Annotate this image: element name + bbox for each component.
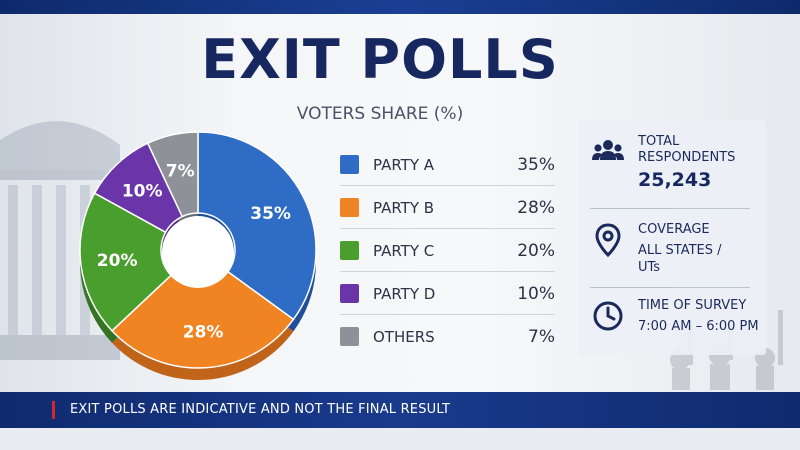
stat-value: 25,243 — [638, 169, 712, 191]
pie-data-label: 28% — [183, 322, 224, 342]
stat-value: UTs — [638, 260, 661, 275]
stat-label: TIME OF SURVEY — [638, 298, 747, 313]
map-pin-icon — [595, 223, 621, 258]
legend-label: PARTY C — [373, 241, 435, 260]
pie-data-label: 10% — [122, 182, 163, 202]
disclaimer-text: EXIT POLLS ARE INDICATIVE AND NOT THE FI… — [70, 402, 451, 417]
legend-swatch — [340, 327, 359, 346]
stat-label: COVERAGE — [638, 222, 710, 237]
top-bar — [0, 0, 800, 14]
legend-label: PARTY B — [373, 198, 435, 217]
divider — [340, 314, 555, 315]
divider — [340, 185, 555, 186]
legend-swatch — [340, 155, 359, 174]
legend-item: OTHERS 7% — [340, 315, 555, 358]
donut-hole — [162, 216, 234, 288]
legend-value: 35% — [517, 154, 555, 175]
divider — [590, 208, 750, 209]
stat-label: RESPONDENTS — [638, 150, 736, 165]
donut-chart: 35% 28% 20% 10% 7% — [68, 118, 328, 388]
legend-label: OTHERS — [373, 327, 435, 346]
disclaimer-ticker: EXIT POLLS ARE INDICATIVE AND NOT THE FI… — [0, 392, 800, 428]
legend-item: PARTY A 35% — [340, 143, 555, 186]
divider — [590, 287, 750, 288]
stats-panel: TOTAL RESPONDENTS 25,243 COVERAGE ALL ST… — [578, 120, 766, 355]
legend-swatch — [340, 241, 359, 260]
pie-data-label: 7% — [166, 161, 195, 181]
pie-slice — [197, 131, 317, 321]
stat-value: ALL STATES / — [638, 243, 722, 258]
page-title: EXIT POLLS — [201, 28, 559, 91]
stat-value: 7:00 AM – 6:00 PM — [638, 319, 759, 334]
ticker-accent — [52, 401, 55, 419]
footer-strip — [0, 428, 800, 450]
legend-label: PARTY D — [373, 284, 436, 303]
divider — [340, 271, 555, 272]
legend-value: 7% — [528, 326, 555, 347]
divider — [340, 228, 555, 229]
people-group-icon — [592, 140, 624, 160]
legend-label: PARTY A — [373, 155, 435, 174]
pie-data-label: 20% — [97, 251, 138, 271]
legend-item: PARTY D 10% — [340, 272, 555, 315]
legend-value: 28% — [517, 197, 555, 218]
pie-slice — [146, 131, 199, 218]
legend-value: 10% — [517, 283, 555, 304]
pie-data-label: 35% — [250, 204, 291, 224]
legend-item: PARTY B 28% — [340, 186, 555, 229]
legend-value: 20% — [517, 240, 555, 261]
pie-slice — [79, 192, 173, 332]
legend-item: PARTY C 20% — [340, 229, 555, 272]
legend-swatch — [340, 198, 359, 217]
chart-legend: PARTY A 35% PARTY B 28% PARTY C 20% PART… — [340, 143, 555, 358]
stat-label: TOTAL — [638, 134, 680, 149]
donut-chart-svg: 35% 28% 20% 10%7% — [79, 131, 317, 380]
legend-swatch — [340, 284, 359, 303]
clock-icon — [593, 301, 623, 331]
chart-title: VOTERS SHARE (%) — [296, 104, 464, 124]
